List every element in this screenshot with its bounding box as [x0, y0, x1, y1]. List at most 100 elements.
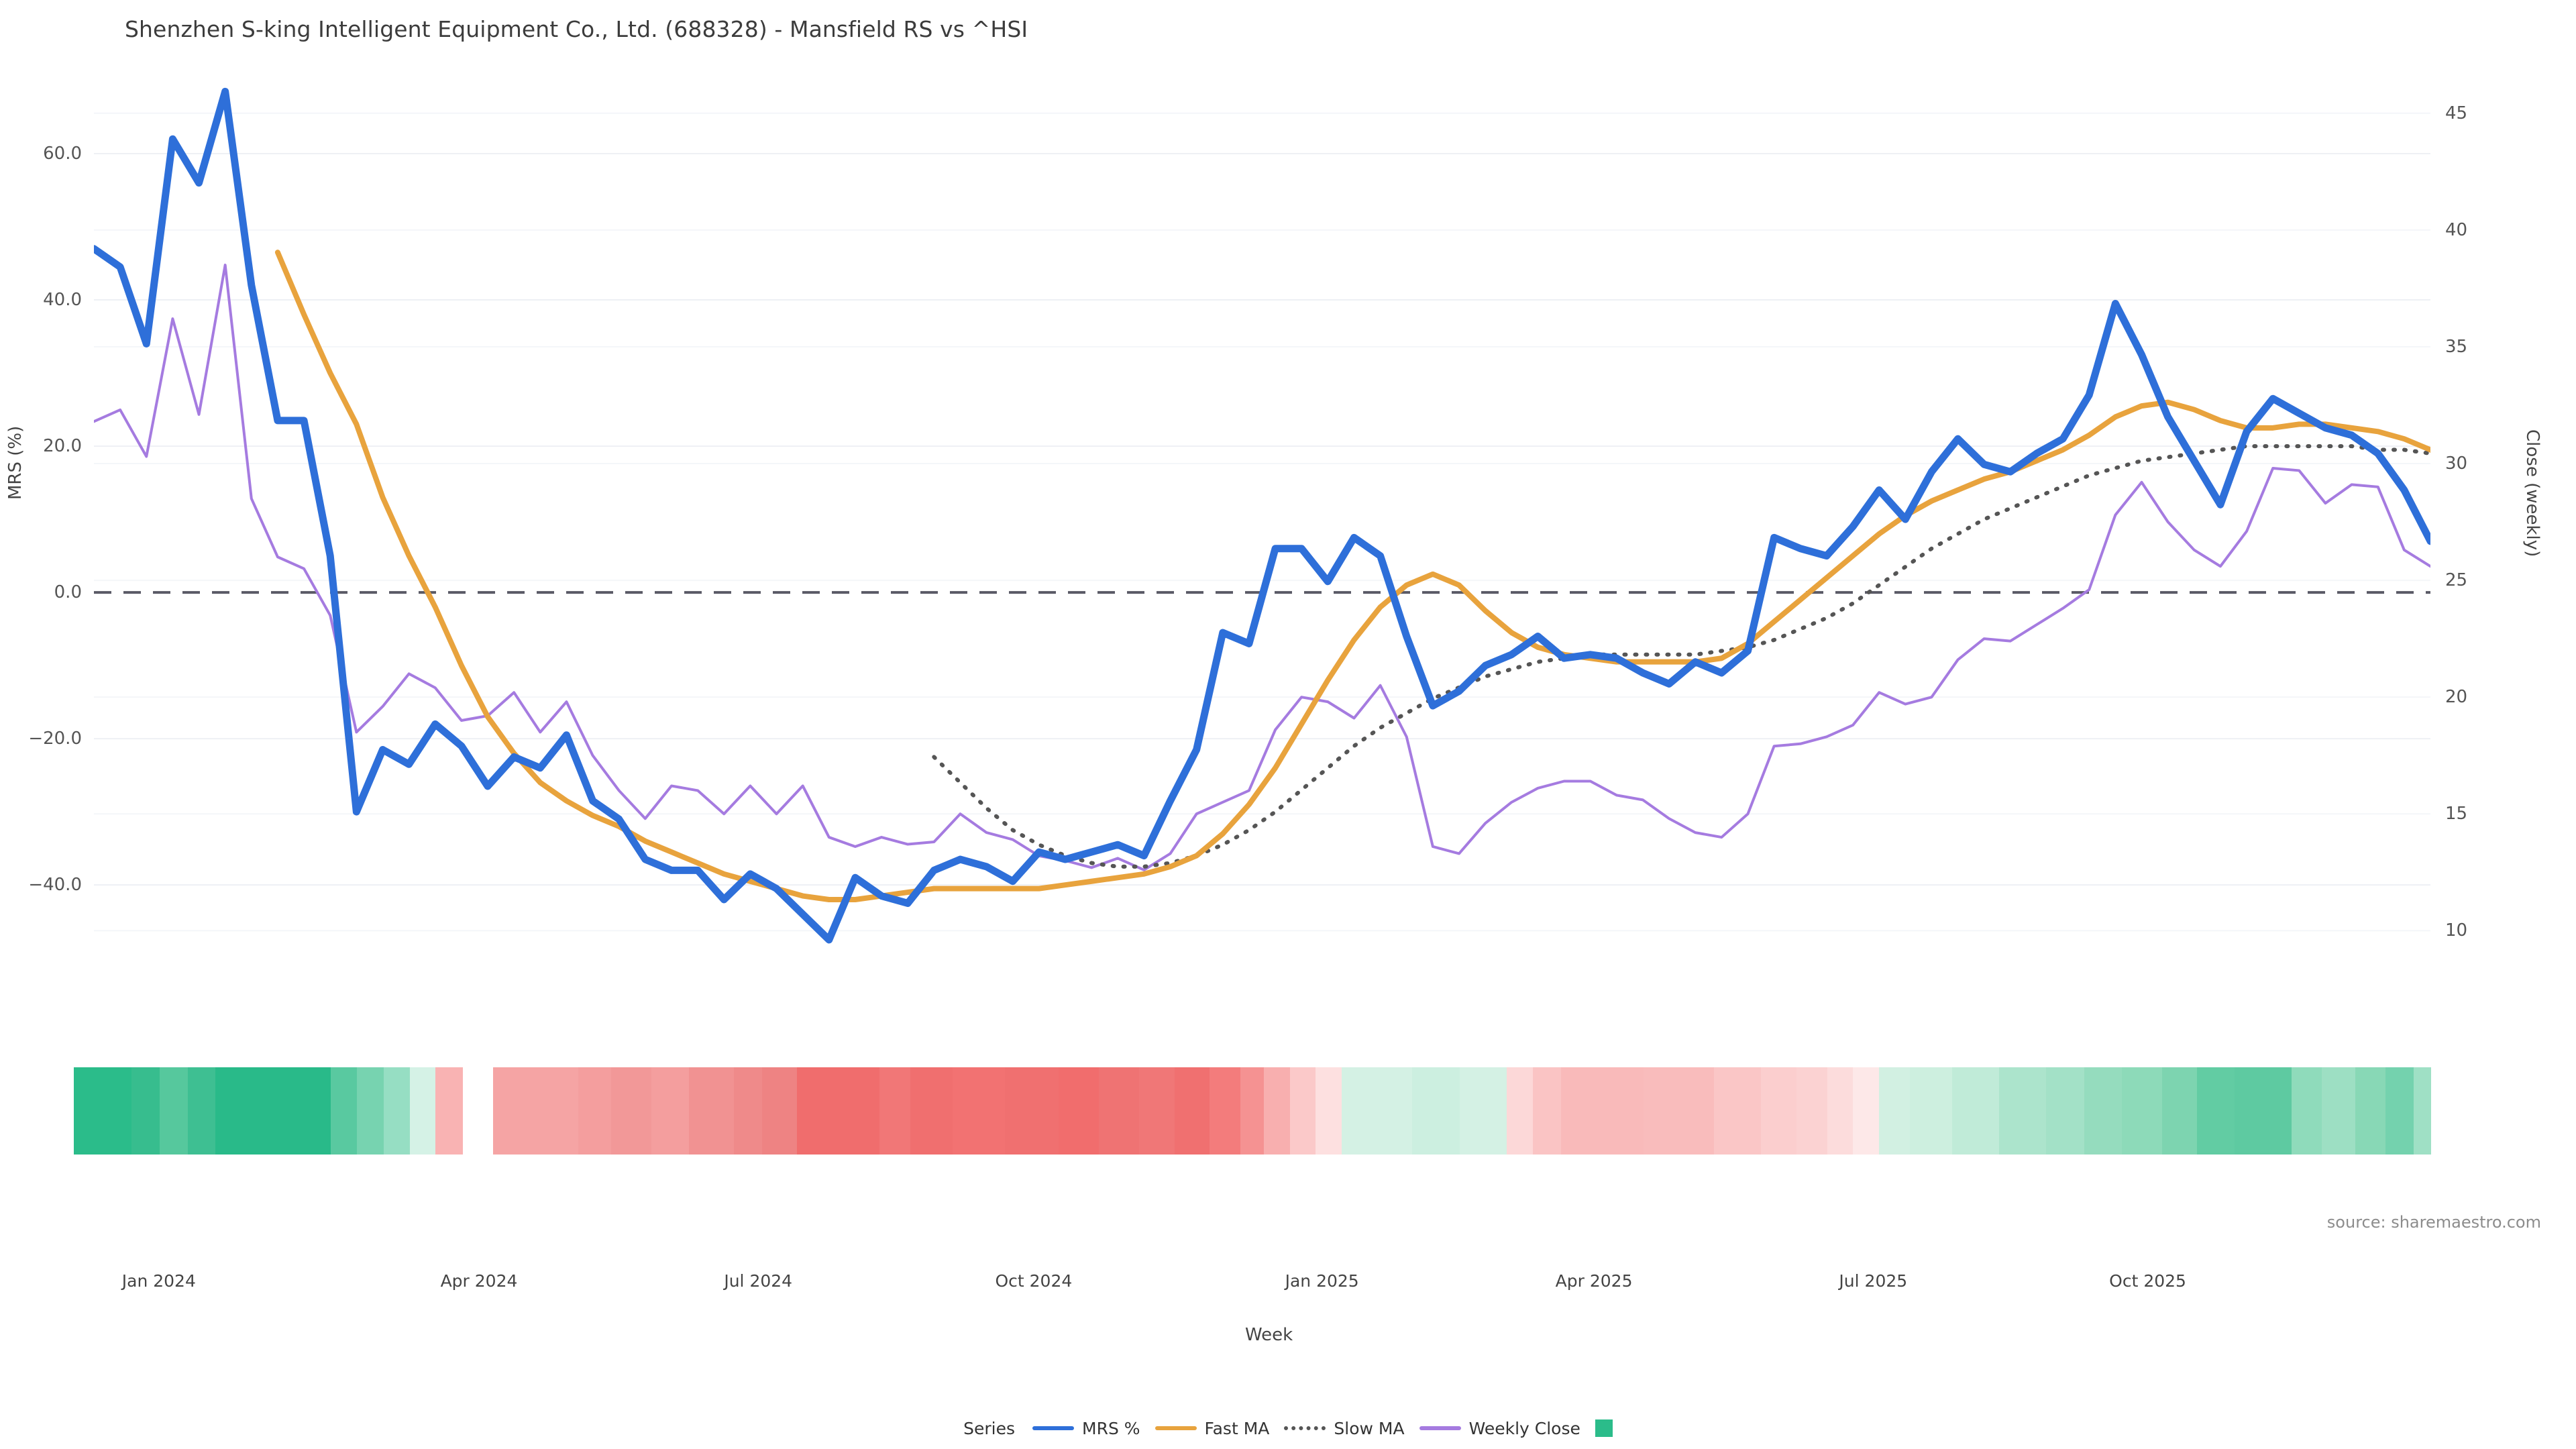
legend-line-icon [1419, 1426, 1461, 1430]
heatmap-band [160, 1067, 189, 1155]
legend-item[interactable]: Slow MA [1284, 1418, 1405, 1438]
legend-line-icon [1032, 1426, 1075, 1430]
heatmap-band [2385, 1067, 2415, 1155]
x-tick: Apr 2024 [440, 1271, 518, 1291]
heatmap-band [1138, 1067, 1175, 1155]
chart-title: Shenzhen S-king Intelligent Equipment Co… [125, 16, 1028, 42]
heatmap-band [330, 1067, 358, 1155]
heatmap-band [651, 1067, 690, 1155]
heatmap-band [215, 1067, 331, 1155]
y-axis-right-title: Close (weekly) [2522, 429, 2542, 557]
heatmap-band [1796, 1067, 1828, 1155]
heatmap-band [2121, 1067, 2163, 1155]
y-tick-left: −20.0 [28, 729, 82, 749]
heatmap-band [462, 1067, 494, 1155]
x-tick: Jan 2025 [1285, 1271, 1359, 1291]
series-line-fast-ma [274, 250, 2460, 902]
heatmap-band [688, 1067, 735, 1155]
heatmap-band [74, 1067, 132, 1155]
heatmap-band [1289, 1067, 1317, 1155]
heatmap-band [383, 1067, 411, 1155]
heatmap-band [1059, 1067, 1099, 1155]
legend-item-label: Slow MA [1334, 1418, 1405, 1438]
y-tick-right: 30 [2445, 453, 2468, 474]
x-tick: Oct 2025 [2109, 1271, 2186, 1291]
x-tick: Jul 2025 [1839, 1271, 1908, 1291]
y-tick-left: −40.0 [28, 875, 82, 896]
heatmap-band [1643, 1067, 1715, 1155]
heatmap-band [1264, 1067, 1291, 1155]
heatmap-band [1004, 1067, 1060, 1155]
heatmap-band [879, 1067, 911, 1155]
heatmap-band [1878, 1067, 1911, 1155]
heatmap-band [910, 1067, 954, 1155]
heatmap-band [1174, 1067, 1211, 1155]
plot-area [90, 80, 2460, 973]
heatmap-band [1341, 1067, 1413, 1155]
legend-item-label: Weekly Close [1468, 1418, 1580, 1438]
heatmap-band [1506, 1067, 1534, 1155]
legend-dotted-line-icon [1284, 1426, 1326, 1430]
y-tick-right: 45 [2445, 103, 2468, 123]
heatmap-band [2355, 1067, 2387, 1155]
x-tick: Jan 2024 [121, 1271, 196, 1291]
heatmap-band [733, 1067, 763, 1155]
heatmap-band [1761, 1067, 1797, 1155]
x-tick: Jul 2024 [724, 1271, 793, 1291]
heatmap-band [1714, 1067, 1762, 1155]
chart-legend: Series MRS % Fast MA Slow MA Weekly Close [0, 1412, 2576, 1444]
heatmap-band [1853, 1067, 1880, 1155]
heatmap-band [761, 1067, 798, 1155]
heatmap-band [1240, 1067, 1265, 1155]
heatmap-band [356, 1067, 384, 1155]
legend-title: Series [963, 1418, 1016, 1438]
heatmap-band [1560, 1067, 1644, 1155]
heatmap-band [409, 1067, 437, 1155]
legend-line-icon [1155, 1426, 1197, 1430]
heatmap-band [610, 1067, 652, 1155]
series-line-mrs [90, 87, 2434, 944]
y-tick-left: 0.0 [54, 582, 82, 603]
heatmap-band [797, 1067, 881, 1155]
y-tick-right: 10 [2445, 920, 2468, 941]
heatmap-band [2414, 1067, 2431, 1155]
heatmap-band [953, 1067, 1006, 1155]
legend-item[interactable]: Weekly Close [1419, 1419, 1580, 1438]
legend-item[interactable]: Fast MA [1155, 1419, 1269, 1438]
heatmap-band [1459, 1067, 1507, 1155]
legend-item[interactable]: MRS % [1032, 1419, 1140, 1438]
regime-heatmap-strip [0, 1067, 2576, 1155]
heatmap-band [1316, 1067, 1342, 1155]
heatmap-band [1951, 1067, 2000, 1155]
y-tick-right: 35 [2445, 336, 2468, 357]
heatmap-band [1099, 1067, 1140, 1155]
heatmap-band [2322, 1067, 2356, 1155]
heatmap-band [1827, 1067, 1854, 1155]
heatmap-band [2161, 1067, 2198, 1155]
y-tick-left: 60.0 [43, 144, 82, 164]
heatmap-band [188, 1067, 216, 1155]
legend-item-label: MRS % [1082, 1418, 1140, 1438]
x-tick: Oct 2024 [995, 1271, 1073, 1291]
heatmap-band [131, 1067, 161, 1155]
x-tick: Apr 2025 [1555, 1271, 1633, 1291]
source-watermark: source: sharemaestro.com [2326, 1213, 2541, 1232]
y-tick-right: 25 [2445, 570, 2468, 591]
heatmap-band [2291, 1067, 2323, 1155]
heatmap-band [2084, 1067, 2123, 1155]
y-tick-left: 40.0 [43, 290, 82, 311]
heatmap-band [1999, 1067, 2047, 1155]
y-axis-left-title: MRS (%) [5, 425, 25, 500]
heatmap-band [493, 1067, 579, 1155]
y-tick-left: 20.0 [43, 436, 82, 457]
y-tick-right: 20 [2445, 687, 2468, 708]
heatmap-band [2197, 1067, 2236, 1155]
heatmap-band [1532, 1067, 1562, 1155]
x-axis-title: Week [1245, 1325, 1293, 1345]
heatmap-band [2046, 1067, 2085, 1155]
legend-item[interactable] [1595, 1419, 1613, 1437]
heatmap-band [2235, 1067, 2292, 1155]
series-canvas [90, 87, 2460, 944]
series-line-slow-ma [932, 444, 2432, 869]
